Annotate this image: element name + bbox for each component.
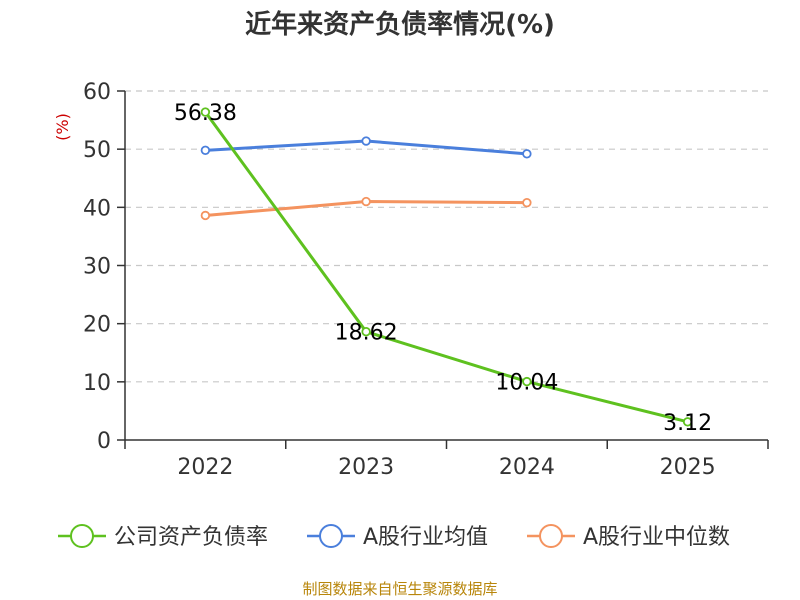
x-tick-label: 2022	[177, 455, 233, 480]
y-tick-label: 50	[83, 138, 111, 163]
data-label: 56.38	[174, 101, 237, 126]
data-point[interactable]	[361, 326, 371, 337]
series-lines	[200, 107, 693, 427]
data-point[interactable]	[361, 136, 371, 146]
y-tick-label: 60	[83, 80, 111, 105]
source-footer: 制图数据来自恒生聚源数据库	[302, 580, 497, 598]
y-tick-label: 20	[83, 313, 111, 338]
legend-label: 公司资产负债率	[114, 525, 268, 550]
x-tick-label: 2024	[499, 455, 555, 480]
legend-item[interactable]: 公司资产负债率	[58, 524, 268, 550]
data-point[interactable]	[682, 417, 693, 427]
y-tick-label: 10	[83, 371, 111, 396]
series-line	[204, 111, 688, 424]
x-tick-label: 2025	[660, 455, 716, 480]
data-point[interactable]	[361, 196, 371, 207]
data-labels: 56.38 18.62 10.04 3.12	[174, 101, 712, 436]
grid-lines	[125, 90, 768, 383]
chart-title: 近年来资产负债率情况(%)	[245, 9, 555, 40]
data-point[interactable]	[200, 210, 211, 221]
legend-marker	[70, 524, 94, 548]
legend-marker	[539, 524, 563, 548]
legend[interactable]: 公司资产负债率 A股行业均值 A股行业中位数	[58, 524, 730, 550]
data-label: 10.04	[495, 371, 558, 396]
y-tick-label: 30	[83, 255, 111, 280]
legend-marker	[319, 524, 343, 548]
legend-item[interactable]: A股行业中位数	[527, 524, 730, 550]
data-point[interactable]	[522, 149, 532, 159]
legend-label: A股行业均值	[363, 525, 488, 550]
data-point[interactable]	[522, 376, 532, 387]
y-tick-label: 0	[97, 429, 111, 454]
y-tick-label: 40	[83, 196, 111, 221]
axes: 0 10 20 30 40 50 60 2022 2023 2024 2025	[83, 80, 769, 480]
legend-item[interactable]: A股行业均值	[307, 524, 488, 550]
data-point[interactable]	[522, 197, 532, 208]
x-tick-label: 2023	[338, 455, 394, 480]
legend-label: A股行业中位数	[583, 525, 730, 550]
y-axis-label: (%)	[53, 113, 72, 141]
data-point[interactable]	[200, 107, 211, 117]
data-label: 3.12	[663, 411, 712, 436]
data-label: 18.62	[335, 321, 398, 346]
data-point[interactable]	[200, 145, 211, 156]
